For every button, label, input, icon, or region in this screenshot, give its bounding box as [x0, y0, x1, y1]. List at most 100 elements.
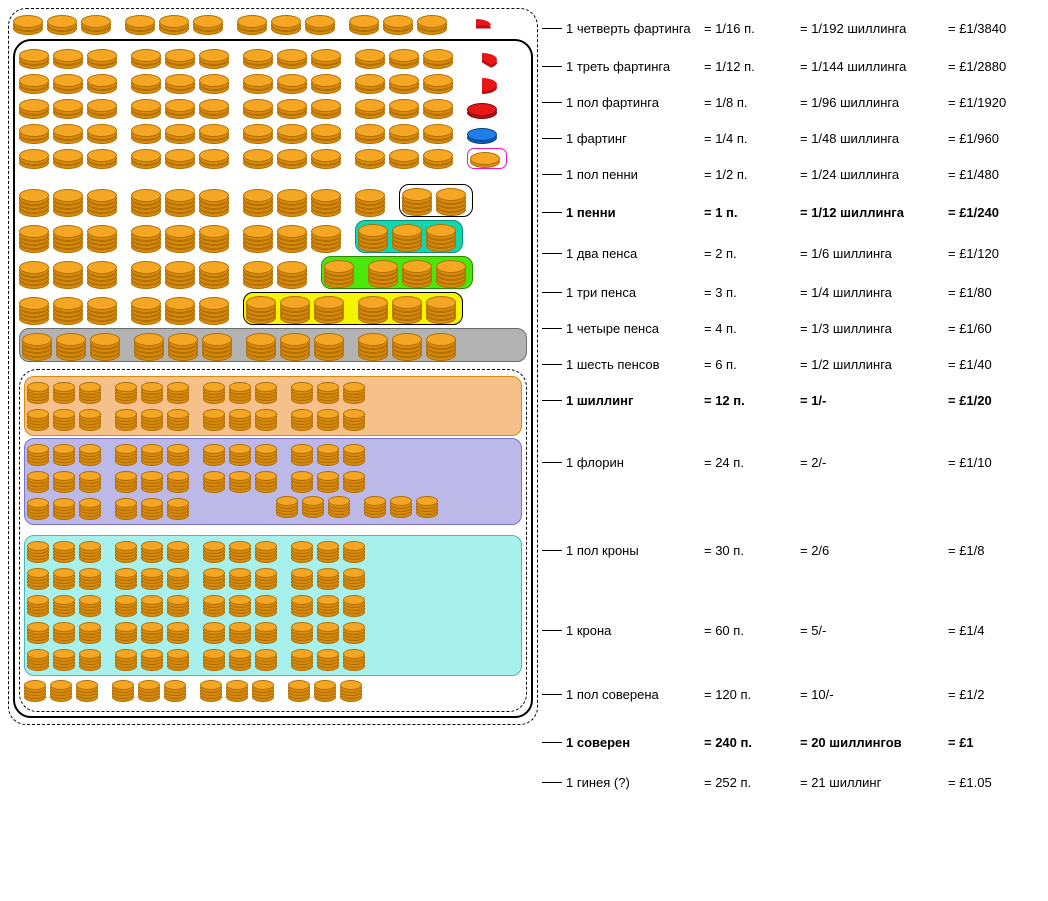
denom-pound: = £1: [948, 735, 974, 750]
leader-line: [542, 212, 562, 213]
crown-row-3: [27, 620, 519, 644]
denom-pound: = £1/240: [948, 205, 999, 220]
info-row-3p: 1 три пенса= 3 п.= 1/4 шиллинга= £1/80: [542, 274, 1040, 310]
info-row-2p: 1 два пенса= 2 п.= 1/6 шиллинга= £1/120: [542, 232, 1040, 274]
denom-name: 1 шесть пенсов: [566, 357, 704, 372]
denom-name: 1 пол соверена: [566, 687, 704, 702]
hl-2p: [399, 184, 473, 217]
leader-line: [542, 138, 562, 139]
denom-shilling: = 1/6 шиллинга: [800, 246, 948, 261]
denom-shilling: = 2/6: [800, 543, 948, 558]
denom-pence: = 252 п.: [704, 775, 800, 790]
row-fourpence: [19, 256, 527, 289]
denom-name: 1 гинея (?): [566, 775, 704, 790]
info-row-hs: 1 пол соверена= 120 п.= 10/-= £1/2: [542, 666, 1040, 722]
crown-row-2: [27, 593, 519, 617]
info-row-hf: 1 пол фартинга= 1/8 п.= 1/96 шиллинга= £…: [542, 84, 1040, 120]
row-halfpenny: [19, 122, 527, 144]
denom-shilling: = 1/96 шиллинга: [800, 95, 948, 110]
row-half-farthing: [19, 72, 527, 94]
info-row-hc: 1 пол кроны= 30 п.= 2/6= £1/8: [542, 506, 1040, 594]
hl-3p: [355, 220, 463, 253]
denom-name: 1 фартинг: [566, 131, 704, 146]
row-shilling: [19, 328, 527, 362]
denom-pence: = 12 п.: [704, 393, 800, 408]
row-sixpence: [19, 292, 527, 325]
leader-line: [542, 742, 562, 743]
info-row-hp: 1 пол пенни= 1/2 п.= 1/24 шиллинга= £1/4…: [542, 156, 1040, 192]
info-row-f: 1 фартинг= 1/4 п.= 1/48 шиллинга= £1/960: [542, 120, 1040, 156]
denom-pence: = 1/12 п.: [704, 59, 800, 74]
shilling-group-frame: [19, 369, 527, 712]
denom-name: 1 три пенса: [566, 285, 704, 300]
denom-pound: = £1/20: [948, 393, 992, 408]
denom-name: 1 пол кроны: [566, 543, 704, 558]
denom-name: 1 пенни: [566, 205, 704, 220]
leader-line: [542, 253, 562, 254]
leader-line: [542, 630, 562, 631]
block-florin: [24, 376, 522, 436]
info-row-cr: 1 крона= 60 п.= 5/-= £1/4: [542, 594, 1040, 666]
denom-name: 1 флорин: [566, 455, 704, 470]
denom-pence: = 1/16 п.: [704, 21, 800, 36]
leader-line: [542, 292, 562, 293]
visual-column: [8, 8, 538, 802]
diagram: 1 четверть фартинга= 1/16 п.= 1/192 шилл…: [8, 8, 1040, 802]
denom-pence: = 240 п.: [704, 735, 800, 750]
denom-name: 1 шиллинг: [566, 393, 704, 408]
info-row-qf: 1 четверть фартинга= 1/16 п.= 1/192 шилл…: [542, 8, 1040, 48]
denom-name: 1 пол пенни: [566, 167, 704, 182]
denom-shilling: = 1/-: [800, 393, 948, 408]
leader-line: [542, 462, 562, 463]
denom-pound: = £1/8: [948, 543, 985, 558]
denom-shilling: = 1/4 шиллинга: [800, 285, 948, 300]
block-crown: [24, 535, 522, 676]
leader-line: [542, 102, 562, 103]
denom-shilling: = 1/144 шиллинга: [800, 59, 948, 74]
row-threepence: [19, 220, 527, 253]
denom-pound: = £1.05: [948, 775, 992, 790]
leader-line: [542, 550, 562, 551]
denom-pound: = £1/60: [948, 321, 992, 336]
block-halfcrown-wrap: [24, 438, 522, 525]
leader-line: [542, 328, 562, 329]
info-row-fl: 1 флорин= 24 п.= 2/-= £1/10: [542, 418, 1040, 506]
penny-highlight: [467, 148, 507, 169]
denom-name: 1 крона: [566, 623, 704, 638]
denom-shilling: = 21 шиллинг: [800, 775, 948, 790]
inner-solid-frame: [13, 39, 533, 718]
denom-name: 1 четверть фартинга: [566, 21, 704, 36]
denom-shilling: = 1/2 шиллинга: [800, 357, 948, 372]
denom-shilling: = 2/-: [800, 455, 948, 470]
denom-pence: = 6 п.: [704, 357, 800, 372]
denom-pound: = £1/40: [948, 357, 992, 372]
crown-row-0: [27, 539, 519, 563]
denom-pence: = 24 п.: [704, 455, 800, 470]
leader-line: [542, 364, 562, 365]
denom-pence: = 30 п.: [704, 543, 800, 558]
denom-name: 1 пол фартинга: [566, 95, 704, 110]
denom-pence: = 3 п.: [704, 285, 800, 300]
hl-6p: [243, 292, 463, 325]
denom-shilling: = 10/-: [800, 687, 948, 702]
info-row-sv: 1 соверен= 240 п.= 20 шиллингов= £1: [542, 722, 1040, 762]
leader-line: [542, 694, 562, 695]
crown-row-4: [27, 647, 519, 671]
denom-shilling: = 20 шиллингов: [800, 735, 948, 750]
denom-pence: = 4 п.: [704, 321, 800, 336]
leader-line: [542, 174, 562, 175]
info-row-gu: 1 гинея (?)= 252 п.= 21 шиллинг= £1.05: [542, 762, 1040, 802]
denom-pence: = 1 п.: [704, 205, 800, 220]
denom-pence: = 1/8 п.: [704, 95, 800, 110]
outer-dashed-frame: [8, 8, 538, 725]
row-twopence: [19, 184, 527, 217]
denom-shilling: = 1/24 шиллинга: [800, 167, 948, 182]
denom-name: 1 треть фартинга: [566, 59, 704, 74]
denom-pound: = £1/480: [948, 167, 999, 182]
row-quarter-farthing: [13, 13, 533, 35]
info-row-p: 1 пенни= 1 п.= 1/12 шиллинга= £1/240: [542, 192, 1040, 232]
denom-pound: = £1/960: [948, 131, 999, 146]
row-farthing: [19, 97, 527, 119]
denom-pound: = £1/80: [948, 285, 992, 300]
row-third-farthing: [19, 47, 527, 69]
